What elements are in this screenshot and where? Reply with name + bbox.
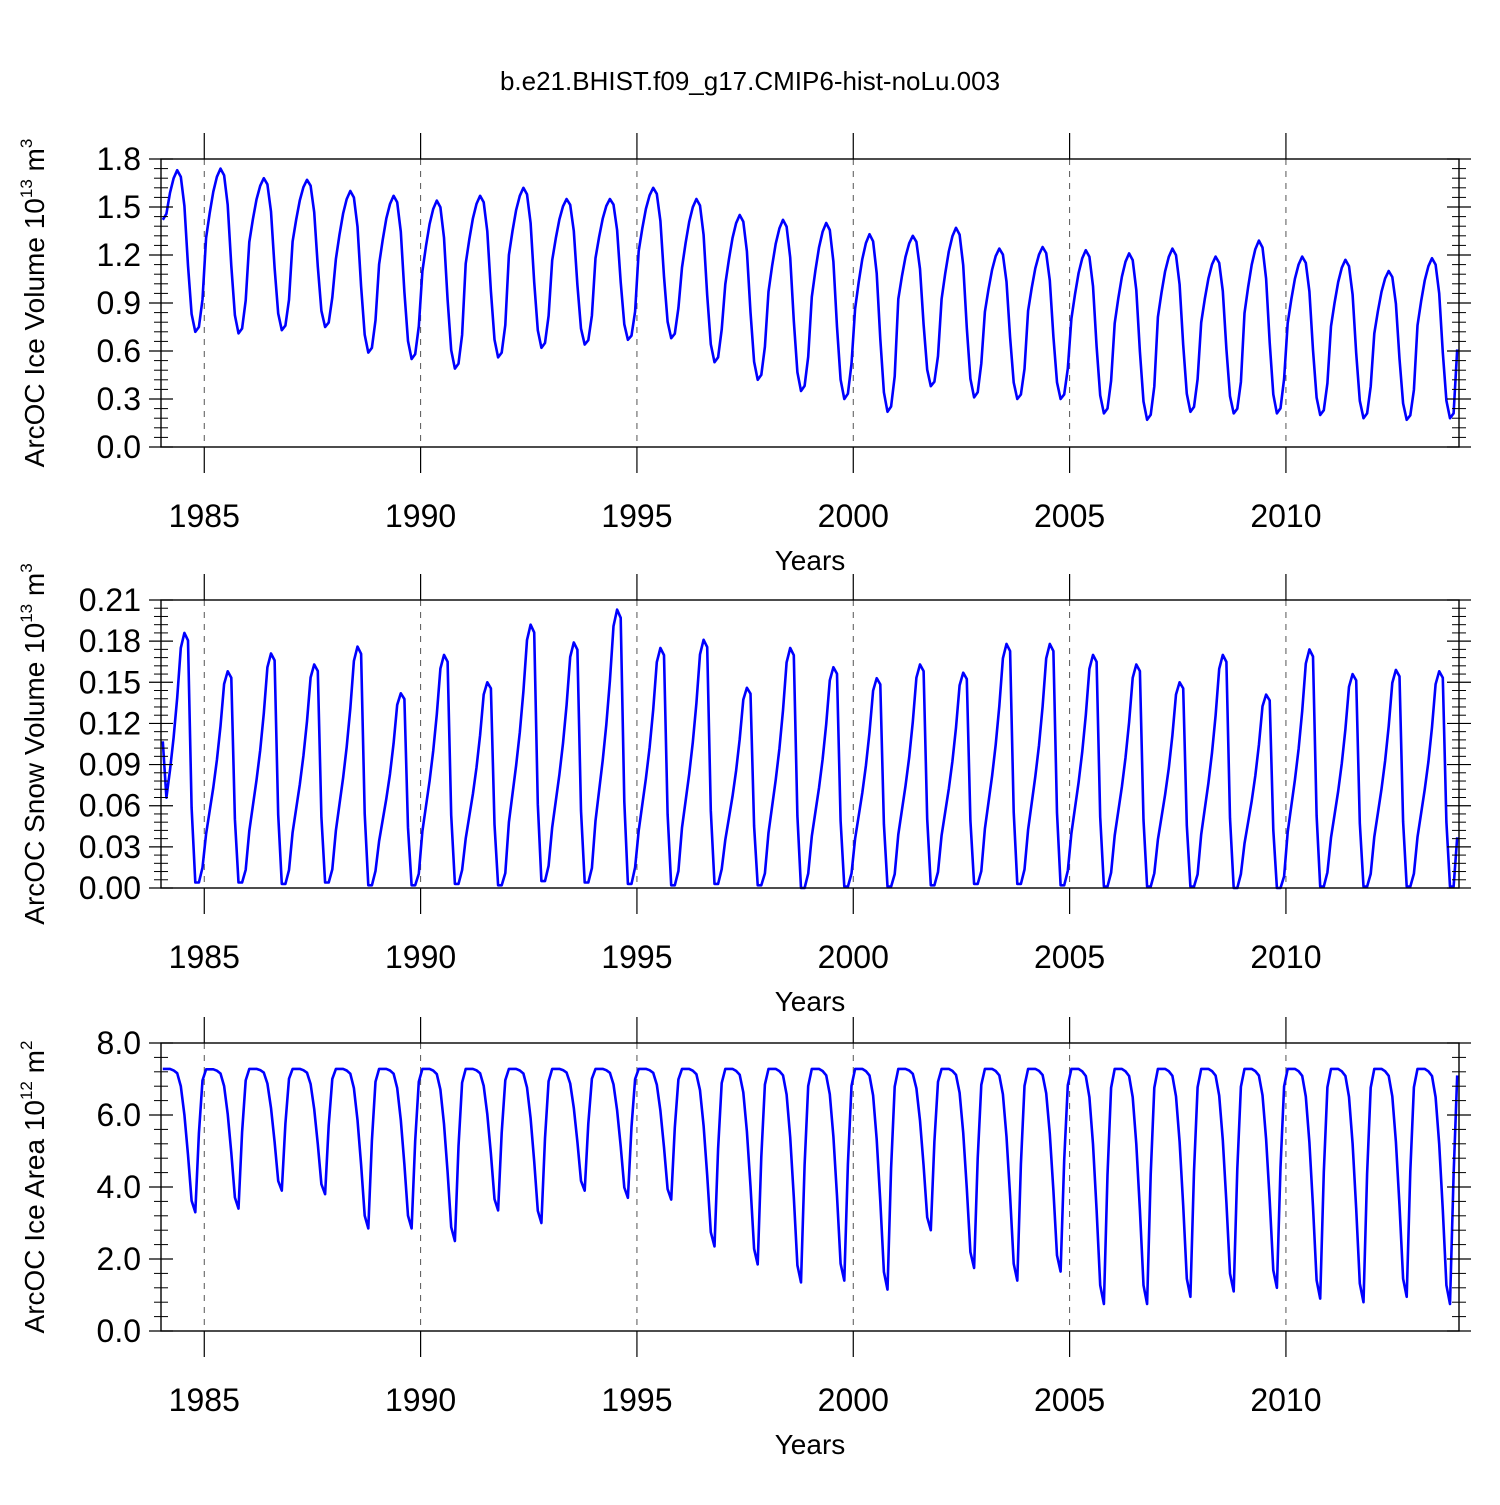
series-line-ice-volume (161, 167, 1459, 422)
y-tick-label: 0.21 (79, 582, 141, 618)
y-tick-label: 0.03 (79, 829, 141, 865)
y-axis-label-main: ArcOC Ice Volume 10 (19, 198, 50, 467)
figure-title: b.e21.BHIST.f09_g17.CMIP6-hist-noLu.003 (500, 66, 1000, 96)
y-tick-label: 0.9 (97, 285, 141, 321)
y-axis-label: ArcOC Ice Area 1012 m2 (17, 1041, 50, 1334)
y-tick-label: 1.8 (97, 141, 141, 177)
y-tick-label: 0.12 (79, 705, 141, 741)
y-axis-label-exponent: 12 (17, 1081, 36, 1100)
x-tick-label: 2000 (818, 939, 889, 975)
y-tick-label: 0.0 (97, 1313, 141, 1349)
x-tick-label: 1990 (385, 939, 456, 975)
x-axis-label: Years (775, 545, 846, 576)
y-axis-label-unit-exponent: 3 (17, 563, 36, 572)
plot-frame (160, 1042, 1460, 1332)
y-axis-label: ArcOC Snow Volume 1013 m3 (17, 563, 50, 924)
y-axis-label-main: ArcOC Snow Volume 10 (19, 623, 50, 925)
x-axis-label: Years (775, 986, 846, 1017)
series-line-snow-volume (161, 608, 1459, 890)
x-tick-label: 1985 (169, 498, 240, 534)
panel-ice-volume: 0.0 0.3 0.6 0.9 1.2 1.5 1.8 1985 1990 1995 2000 200… (17, 133, 1471, 576)
panels: 0.0 0.3 0.6 0.9 1.2 1.5 1.8 1985 1990 1995 2000 200… (17, 133, 1471, 1460)
x-tick-label: 2005 (1034, 498, 1105, 534)
y-axis-label: ArcOC Ice Volume 1013 m3 (17, 139, 50, 468)
panel-ice-area: 0.0 2.0 4.0 6.0 8.0 1985 1990 1995 2000 2005 2010 Y… (17, 1017, 1471, 1460)
y-axis-label-exponent: 13 (17, 604, 36, 623)
y-tick-label: 0.15 (79, 664, 141, 700)
series-line-ice-area (162, 1067, 1459, 1306)
panel-snow-volume: 0.00 0.03 0.06 0.09 0.12 0.15 0.18 0.21 1985 1990… (17, 563, 1471, 1017)
y-tick-label: 0.18 (79, 623, 141, 659)
y-axis-label-unit: m (19, 573, 50, 604)
y-axis-label-unit: m (19, 148, 50, 179)
x-tick-label: 2005 (1034, 1382, 1105, 1418)
x-tick-label: 2000 (818, 498, 889, 534)
y-tick-label: 6.0 (97, 1097, 141, 1133)
y-axis-label-unit: m (19, 1050, 50, 1081)
x-tick-label: 1990 (385, 1382, 456, 1418)
y-tick-label: 0.0 (97, 429, 141, 465)
x-tick-label: 2010 (1250, 498, 1321, 534)
y-axis-label-unit-exponent: 2 (17, 1041, 36, 1050)
y-tick-label: 0.06 (79, 788, 141, 824)
y-tick-label: 0.09 (79, 747, 141, 783)
y-axis-label-exponent: 13 (17, 179, 36, 198)
y-tick-label: 1.2 (97, 237, 141, 273)
y-axis-label-main: ArcOC Ice Area 10 (19, 1100, 50, 1333)
x-tick-label: 1995 (601, 1382, 672, 1418)
x-tick-label: 2010 (1250, 1382, 1321, 1418)
x-tick-label: 2010 (1250, 939, 1321, 975)
y-axis-label-unit-exponent: 3 (17, 139, 36, 148)
x-tick-label: 1985 (169, 1382, 240, 1418)
y-tick-label: 2.0 (97, 1241, 141, 1277)
y-tick-label: 1.5 (97, 189, 141, 225)
y-tick-label: 0.6 (97, 333, 141, 369)
x-tick-label: 1990 (385, 498, 456, 534)
plot-frame (160, 599, 1460, 889)
y-tick-label: 4.0 (97, 1169, 141, 1205)
x-tick-label: 2005 (1034, 939, 1105, 975)
x-tick-label: 1985 (169, 939, 240, 975)
x-tick-label: 1995 (601, 939, 672, 975)
x-axis-label: Years (775, 1429, 846, 1460)
y-tick-label: 0.3 (97, 381, 141, 417)
y-tick-label: 8.0 (97, 1025, 141, 1061)
y-tick-label: 0.00 (79, 870, 141, 906)
x-tick-label: 2000 (818, 1382, 889, 1418)
x-tick-label: 1995 (601, 498, 672, 534)
